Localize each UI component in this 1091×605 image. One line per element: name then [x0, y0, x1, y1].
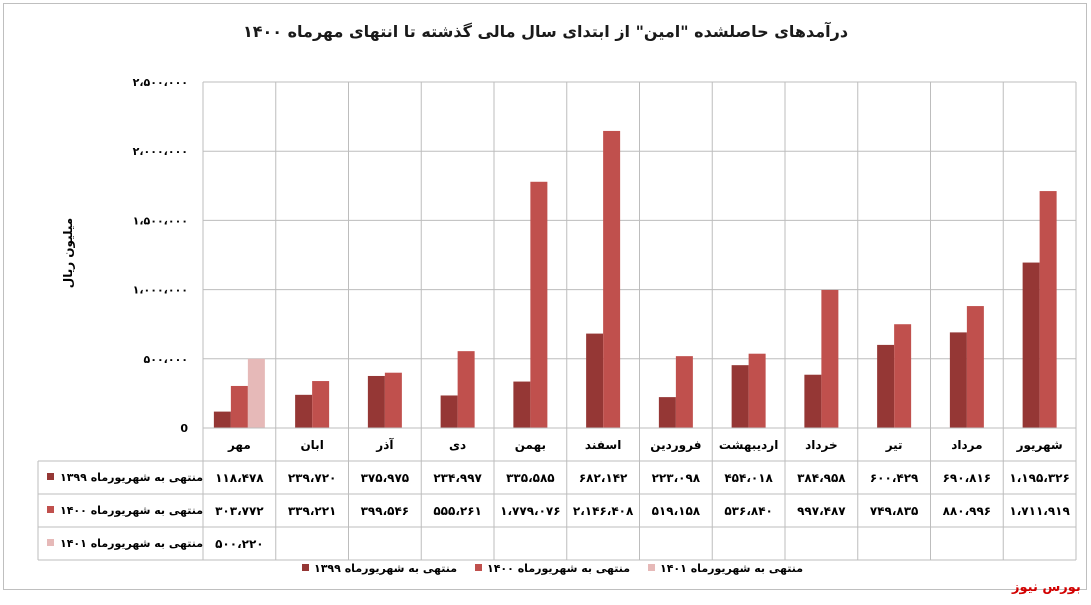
- legend-swatch-1: [302, 564, 309, 571]
- y-tick-label: ۵۰۰،۰۰۰: [144, 353, 188, 366]
- data-label: ۱،۷۱۱،۹۱۹: [1009, 504, 1070, 518]
- category-label: مرداد: [951, 438, 982, 452]
- category-label: مهر: [227, 438, 251, 452]
- bar-series-1: [513, 381, 531, 428]
- category-label: ابان: [300, 438, 323, 452]
- bars-layer: [213, 130, 1057, 428]
- data-label: ۱،۱۹۵،۳۲۶: [1009, 471, 1069, 485]
- category-label: آذر: [375, 437, 394, 452]
- bar-series-2: [821, 289, 839, 428]
- data-label: ۲۳۹،۷۲۰: [288, 471, 337, 485]
- data-label: ۲۳۴،۹۹۷: [433, 471, 482, 485]
- bar-series-3: [247, 358, 265, 428]
- bar-series-2: [966, 306, 984, 428]
- row-key-swatch: [47, 473, 54, 480]
- data-label: ۲۲۳،۰۹۸: [652, 471, 701, 485]
- data-label: ۶۹۰،۸۱۶: [943, 471, 992, 485]
- row-series-name: منتهی به شهریورماه ۱۴۰۱: [60, 537, 203, 550]
- bar-series-2: [603, 130, 621, 428]
- data-label: ۳۳۹،۲۲۱: [288, 504, 337, 518]
- legend-swatch-3: [648, 564, 655, 571]
- data-label: ۳۷۵،۹۷۵: [361, 471, 410, 485]
- category-label: فروردین: [650, 438, 701, 453]
- data-label: ۳۹۹،۵۴۶: [361, 504, 410, 518]
- category-label: شهریور: [1016, 438, 1063, 453]
- category-label: اردیبهشت: [719, 438, 778, 452]
- data-label: ۵۱۹،۱۵۸: [652, 504, 701, 518]
- y-tick-label: ۱،۵۰۰،۰۰۰: [133, 214, 188, 227]
- bar-series-2: [312, 381, 330, 428]
- bar-series-1: [440, 395, 458, 428]
- bar-series-1: [949, 332, 967, 428]
- data-label: ۱۱۸،۴۷۸: [215, 471, 264, 485]
- category-label: خرداد: [805, 438, 838, 452]
- data-label: ۸۸۰،۹۹۶: [943, 504, 992, 518]
- grid-layer: 0 ۵۰۰،۰۰۰ ۱،۰۰۰،۰۰۰ ۱،۵۰۰،۰۰۰ ۲،۰۰۰،۰۰۰ ۲،۵۰۰…: [37, 76, 1077, 560]
- row-key-swatch: [47, 506, 54, 513]
- bar-series-2: [894, 324, 912, 428]
- bar-series-2: [457, 351, 475, 428]
- legend-label-1: منتهی به شهریورماه ۱۳۹۹: [314, 562, 457, 575]
- data-label: ۶۰۰،۴۲۹: [870, 471, 919, 485]
- data-label: ۶۸۲،۱۴۲: [579, 471, 628, 485]
- y-tick-label: ۲،۰۰۰،۰۰۰: [133, 145, 188, 158]
- y-tick-label: ۱،۰۰۰،۰۰۰: [133, 284, 188, 297]
- bar-series-1: [1022, 262, 1040, 428]
- bar-series-2: [384, 372, 402, 428]
- legend: منتهی به شهریورماه ۱۳۹۹ منتهی به شهریورما…: [302, 562, 803, 575]
- data-label: ۴۵۴،۰۱۸: [724, 471, 773, 485]
- bar-series-1: [658, 397, 676, 428]
- category-label: اسفند: [585, 438, 621, 452]
- y-tick-label: 0: [180, 422, 188, 435]
- data-label: ۳۸۴،۹۵۸: [797, 471, 846, 485]
- data-label: ۵۳۶،۸۴۰: [724, 504, 773, 518]
- bar-series-2: [230, 385, 248, 428]
- row-series-name: منتهی به شهریورماه ۱۴۰۰: [60, 504, 203, 517]
- data-table: مهر ابان آذر دی بهمن اسفند فروردین اردیبهشت خردا…: [38, 82, 1077, 561]
- bar-series-1: [804, 374, 822, 428]
- data-label: ۱،۷۷۹،۰۷۶: [500, 504, 560, 518]
- bar-series-1: [586, 333, 604, 428]
- chart-title: درآمدهای حاصلشده "امین" از ابتدای سال ما…: [242, 22, 849, 41]
- row-series-name: منتهی به شهریورماه ۱۳۹۹: [60, 471, 203, 484]
- legend-swatch-2: [475, 564, 482, 571]
- category-label: بهمن: [515, 438, 546, 452]
- bar-series-1: [877, 344, 895, 428]
- data-label: ۳۰۳،۷۷۲: [215, 504, 264, 518]
- bar-series-1: [367, 375, 385, 428]
- bar-series-2: [675, 356, 693, 428]
- bar-series-1: [295, 394, 313, 428]
- y-tick-label: ۲،۵۰۰،۰۰۰: [133, 76, 188, 89]
- row-key-swatch: [47, 539, 54, 546]
- source-watermark: بورس نیوز: [1012, 580, 1081, 595]
- data-label: ۹۹۷،۴۸۷: [797, 504, 846, 518]
- data-label: ۷۴۹،۸۳۵: [870, 504, 919, 518]
- data-label: ۵۰۰،۲۲۰: [215, 537, 264, 551]
- bar-series-2: [1039, 191, 1057, 428]
- bar-series-2: [530, 181, 548, 428]
- data-label: ۵۵۵،۲۶۱: [433, 504, 482, 518]
- bar-series-1: [213, 411, 231, 428]
- data-label: ۲،۱۴۶،۴۰۸: [573, 504, 634, 518]
- data-label: ۳۳۵،۵۸۵: [506, 471, 555, 485]
- category-label: دی: [449, 438, 466, 452]
- category-label: تیر: [885, 438, 903, 452]
- bar-series-1: [731, 365, 749, 428]
- legend-label-3: منتهی به شهریورماه ۱۴۰۱: [660, 562, 803, 575]
- legend-label-2: منتهی به شهریورماه ۱۴۰۰: [487, 562, 630, 575]
- bar-series-2: [748, 353, 766, 428]
